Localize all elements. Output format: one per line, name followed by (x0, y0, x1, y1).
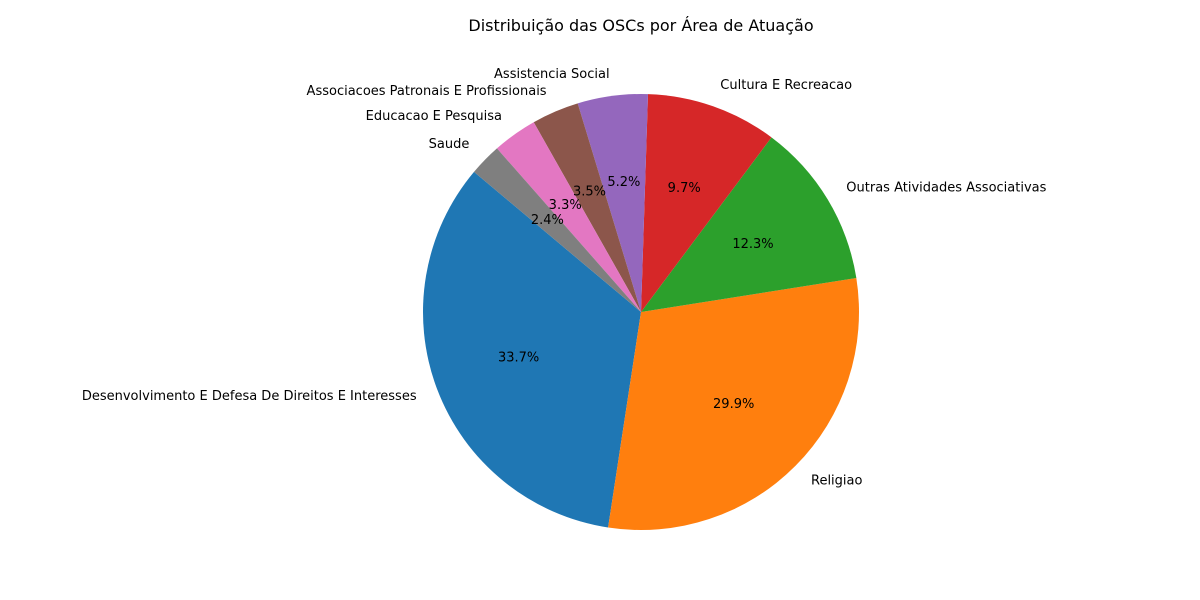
pie-slices (422, 93, 859, 530)
percent-label: 29.9% (713, 397, 754, 412)
pie-slice-7 (474, 148, 641, 312)
percent-label: 3.3% (549, 198, 582, 213)
pie-slice-1 (608, 278, 859, 530)
slice-labels: Desenvolvimento E Defesa De Direitos E I… (82, 67, 1047, 489)
slice-label: Saude (429, 137, 470, 152)
slice-label: Religiao (811, 474, 863, 489)
slice-label: Associacoes Patronais E Profissionais (307, 84, 547, 99)
pie-slice-0 (422, 171, 641, 528)
slice-label: Outras Atividades Associativas (846, 181, 1046, 196)
percent-label: 2.4% (531, 213, 564, 228)
slice-label: Cultura E Recreacao (720, 78, 852, 93)
pie-slice-4 (577, 93, 648, 312)
slice-label: Assistencia Social (494, 67, 610, 82)
pie-slice-2 (641, 137, 857, 312)
chart-title: Distribuição das OSCs por Área de Atuaçã… (468, 16, 813, 35)
slice-label: Desenvolvimento E Defesa De Direitos E I… (82, 389, 417, 404)
percent-label: 33.7% (498, 351, 539, 366)
pie-slice-6 (496, 122, 641, 312)
pie-slice-3 (641, 94, 772, 312)
pie-slice-5 (533, 103, 641, 312)
percent-label: 12.3% (732, 237, 773, 252)
slice-label: Educacao E Pesquisa (366, 109, 502, 124)
percent-label: 3.5% (573, 184, 606, 199)
percent-labels: 33.7% 29.9% 12.3% 9.7% 5.2%3.5%3.3%2.4% (498, 175, 774, 412)
percent-label: 9.7% (668, 181, 701, 196)
percent-label: 5.2% (607, 175, 640, 190)
